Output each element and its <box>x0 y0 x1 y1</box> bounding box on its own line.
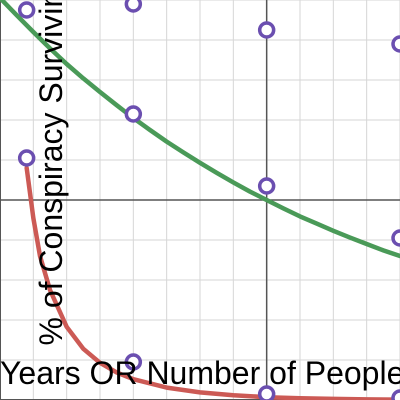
data-point <box>257 177 276 195</box>
data-points <box>17 0 400 400</box>
data-point <box>124 0 143 13</box>
data-point <box>257 21 276 39</box>
data-point <box>391 35 400 53</box>
data-point <box>391 389 400 400</box>
y-axis-label: % of Conspiracy Surviving <box>33 0 69 346</box>
data-point <box>17 1 36 19</box>
data-point <box>391 229 400 247</box>
data-point <box>257 385 276 400</box>
data-point <box>124 105 143 123</box>
x-axis-label: Years OR Number of People <box>0 355 400 391</box>
data-point <box>124 353 143 371</box>
data-point <box>17 149 36 167</box>
series-line-1 <box>24 165 400 400</box>
series-line-0 <box>0 0 400 259</box>
